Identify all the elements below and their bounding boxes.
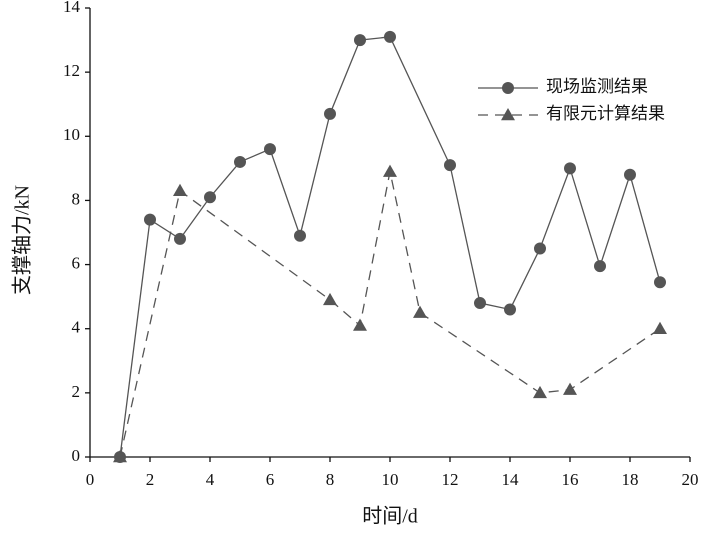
y-tick-label: 6	[72, 253, 81, 272]
marker	[653, 321, 667, 334]
x-tick-label: 18	[622, 470, 639, 489]
y-tick-label: 12	[63, 61, 80, 80]
x-tick-label: 14	[502, 470, 520, 489]
series-line	[119, 36, 661, 458]
marker	[444, 159, 456, 172]
x-tick-label: 16	[562, 470, 579, 489]
x-tick-label: 2	[146, 470, 155, 489]
x-tick-label: 12	[442, 470, 459, 489]
marker	[323, 292, 337, 306]
marker	[474, 297, 486, 310]
marker	[384, 30, 396, 43]
x-tick-label: 10	[382, 470, 399, 489]
y-tick-label: 14	[63, 0, 81, 16]
legend-marker	[501, 108, 515, 121]
x-tick-label: 6	[266, 470, 275, 489]
x-tick-label: 20	[682, 470, 699, 489]
y-tick-label: 2	[72, 382, 81, 401]
marker	[563, 382, 577, 395]
marker	[204, 191, 216, 204]
x-tick-label: 4	[206, 470, 215, 489]
marker	[174, 232, 186, 245]
marker	[294, 229, 306, 242]
marker	[534, 242, 546, 255]
x-axis-label: 时间/d	[362, 505, 418, 528]
series-line	[119, 171, 661, 458]
marker	[624, 168, 636, 181]
marker	[173, 183, 187, 197]
legend-label: 有限元计算结果	[546, 104, 665, 123]
marker	[234, 155, 246, 168]
marker	[353, 318, 367, 331]
marker	[354, 34, 366, 47]
legend-label: 现场监测结果	[546, 77, 648, 96]
marker	[413, 305, 427, 318]
marker	[654, 276, 666, 289]
marker	[113, 450, 127, 463]
y-tick-label: 0	[72, 446, 81, 465]
marker	[564, 162, 576, 175]
x-tick-label: 8	[326, 470, 335, 489]
marker	[324, 107, 336, 120]
y-tick-label: 8	[72, 189, 81, 208]
marker	[144, 213, 156, 226]
marker	[264, 143, 276, 156]
legend-marker	[502, 82, 514, 94]
marker	[383, 164, 397, 177]
y-axis-label: 支撑轴力/kN	[11, 185, 34, 295]
y-tick-label: 4	[72, 318, 81, 337]
y-tick-label: 10	[63, 125, 80, 144]
marker	[533, 385, 547, 399]
x-tick-label: 0	[86, 470, 95, 489]
marker	[594, 260, 606, 273]
marker	[504, 303, 516, 316]
